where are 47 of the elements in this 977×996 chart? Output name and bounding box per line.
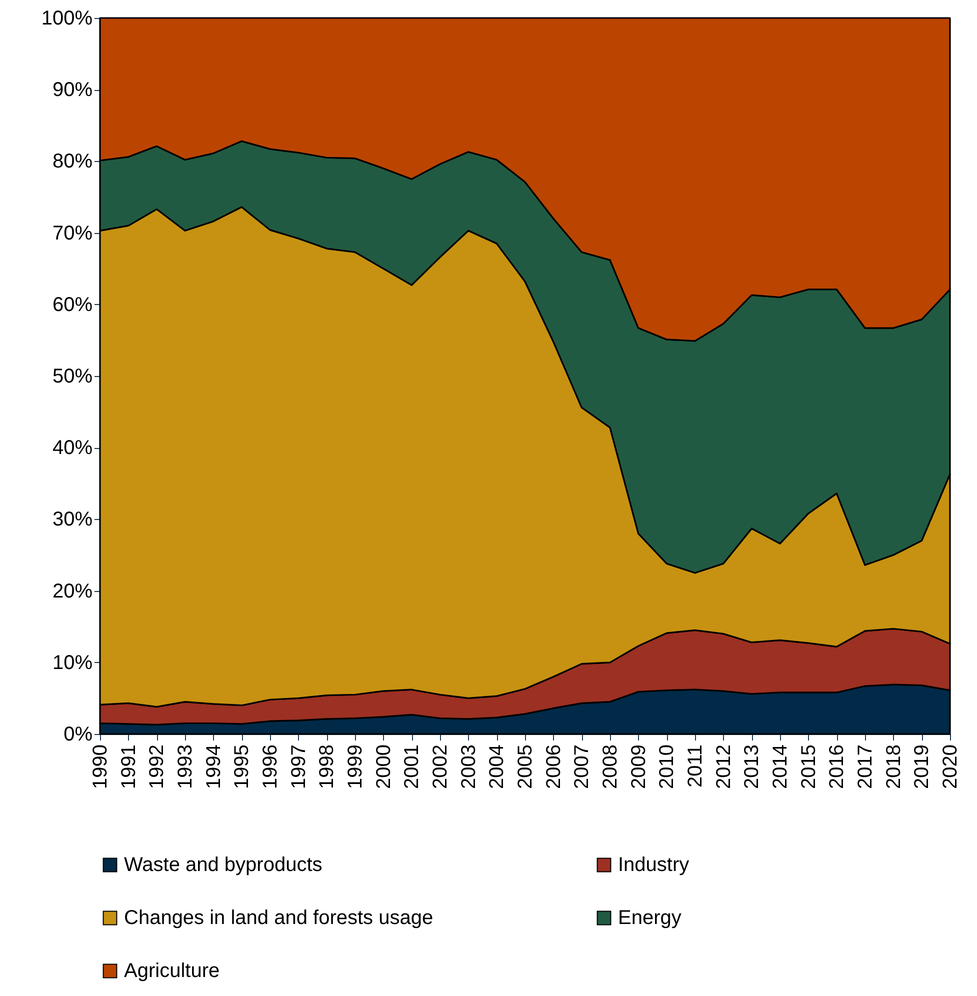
x-tick-label: 2009 (628, 744, 650, 789)
x-tick-label: 2008 (600, 744, 622, 789)
y-tick-label: 40% (52, 437, 93, 460)
x-tick-label: 2015 (798, 744, 820, 789)
y-tick-label: 30% (52, 508, 93, 531)
y-tick-label: 80% (52, 150, 93, 173)
x-tick-label: 2011 (684, 744, 706, 788)
y-tick-label: 10% (52, 652, 93, 674)
x-tick-label: 2010 (656, 744, 678, 789)
x-tick-label: 1990 (90, 744, 112, 789)
legend-label: Agriculture (124, 960, 220, 982)
x-tick-label: 2012 (712, 744, 735, 789)
y-tick-label: 60% (52, 294, 93, 316)
x-tick-label: 1993 (174, 744, 196, 789)
x-tick-label: 2002 (430, 744, 452, 789)
legend-label: Changes in land and forests usage (124, 907, 434, 929)
x-tick-label: 2004 (486, 744, 508, 789)
y-tick-label: 50% (52, 366, 93, 388)
x-tick-label: 2020 (940, 744, 962, 789)
x-tick-label: 2016 (826, 744, 848, 789)
x-tick-label: 2013 (741, 744, 764, 789)
x-tick-label: 1995 (231, 744, 254, 789)
x-tick-label: 1998 (316, 744, 338, 789)
legend-label: Energy (618, 907, 682, 929)
x-tick-label: 2014 (770, 744, 792, 789)
x-tick-label: 2017 (854, 744, 876, 789)
x-tick-label: 1996 (260, 744, 282, 789)
y-tick-label: 0% (64, 724, 93, 746)
y-tick-label: 100% (41, 8, 93, 30)
x-tick-label: 2019 (911, 744, 934, 789)
x-tick-label: 2003 (458, 744, 480, 789)
x-tick-label: 2005 (514, 744, 536, 789)
x-tick-label: 2000 (372, 744, 395, 789)
x-tick-label: 2007 (571, 744, 594, 789)
y-tick-label: 20% (52, 580, 93, 602)
y-tick-label: 90% (52, 79, 93, 102)
x-tick-label: 1992 (146, 744, 168, 789)
legend-label: Industry (618, 854, 690, 876)
legend-label: Waste and byproducts (124, 854, 322, 876)
y-tick-label: 70% (52, 222, 93, 244)
x-tick-label: 1999 (344, 744, 366, 789)
x-tick-label: 1997 (288, 744, 310, 789)
x-tick-label: 2018 (882, 744, 905, 789)
x-tick-label: 1994 (202, 744, 225, 789)
x-tick-label: 2006 (542, 744, 565, 789)
x-tick-label: 1991 (118, 744, 140, 789)
x-tick-label: 2001 (401, 744, 424, 789)
